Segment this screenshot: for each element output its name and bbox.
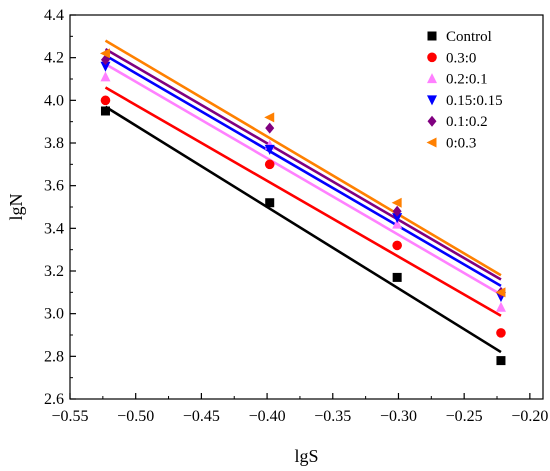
data-point xyxy=(264,112,275,123)
data-point xyxy=(100,106,110,116)
data-point xyxy=(495,287,506,298)
y-tick-label: 4.0 xyxy=(44,92,64,109)
data-point xyxy=(100,61,111,72)
data-point xyxy=(392,213,403,224)
legend-label: 0.15:0.15 xyxy=(446,93,503,109)
y-tick-label: 3.8 xyxy=(44,135,64,152)
fit-line xyxy=(104,62,502,296)
data-point xyxy=(392,218,403,229)
data-point xyxy=(496,356,506,366)
x-tick-label: −0.50 xyxy=(117,408,154,425)
y-tick-label: 2.8 xyxy=(44,348,64,365)
legend-label: Control xyxy=(446,29,492,45)
data-point xyxy=(496,328,506,338)
x-tick-label: −0.30 xyxy=(380,408,417,425)
y-tick-label: 3.6 xyxy=(44,178,64,195)
y-axis-ticks: 2.6 2.8 3.0 3.2 3.4 3.6 3.8 4.0 4.2 4.4 xyxy=(44,7,76,408)
legend-marker xyxy=(427,31,437,41)
data-point xyxy=(392,240,402,251)
x-axis-label: lgS xyxy=(294,446,318,466)
x-axis-ticks: −0.55 −0.50 −0.45 −0.40 −0.35 −0.30 −0.25 −0.20 xyxy=(51,393,548,425)
y-tick-label: 4.4 xyxy=(44,7,64,24)
x-tick-label: −0.55 xyxy=(51,408,88,425)
fit-line xyxy=(104,86,502,317)
data-point xyxy=(392,272,402,282)
data-point xyxy=(391,197,402,208)
legend-label: 0.1:0.2 xyxy=(446,114,488,130)
data-point xyxy=(264,159,275,170)
legend-label: 0:0.3 xyxy=(446,136,476,152)
x-tick-label: −0.25 xyxy=(446,408,483,425)
data-point xyxy=(265,122,275,134)
x-tick-label: −0.35 xyxy=(314,408,351,425)
data-point xyxy=(100,95,111,106)
y-tick-label: 2.6 xyxy=(44,391,64,408)
fit-line xyxy=(104,105,502,354)
data-markers xyxy=(99,48,506,366)
legend-marker xyxy=(427,52,437,63)
fit-line xyxy=(104,39,502,277)
legend: Control 0.3:0 0.2:0.1 0.15:0.15 0.1:0.2 0:0.3 xyxy=(426,29,503,152)
y-axis-label: lgN xyxy=(6,193,26,220)
y-tick-label: 3.2 xyxy=(44,263,64,280)
data-point xyxy=(264,144,275,155)
legend-label: 0.3:0 xyxy=(446,50,476,66)
x-tick-label: −0.20 xyxy=(511,408,548,425)
y-tick-label: 4.2 xyxy=(44,50,64,67)
x-tick-label: −0.45 xyxy=(183,408,220,425)
fit-line xyxy=(104,48,502,281)
legend-marker xyxy=(427,73,437,84)
data-point xyxy=(100,71,111,82)
data-point xyxy=(495,301,506,312)
legend-marker xyxy=(426,137,437,148)
legend-marker xyxy=(427,95,437,106)
y-tick-label: 3.4 xyxy=(44,220,64,237)
data-point xyxy=(265,198,275,208)
legend-label: 0.2:0.1 xyxy=(446,72,488,88)
y-tick-label: 3.0 xyxy=(44,306,64,323)
fit-line xyxy=(104,54,502,288)
x-tick-label: −0.40 xyxy=(249,408,286,425)
fit-lines xyxy=(104,39,502,354)
data-point xyxy=(392,205,402,217)
legend-marker xyxy=(427,115,437,127)
data-point xyxy=(99,48,110,59)
